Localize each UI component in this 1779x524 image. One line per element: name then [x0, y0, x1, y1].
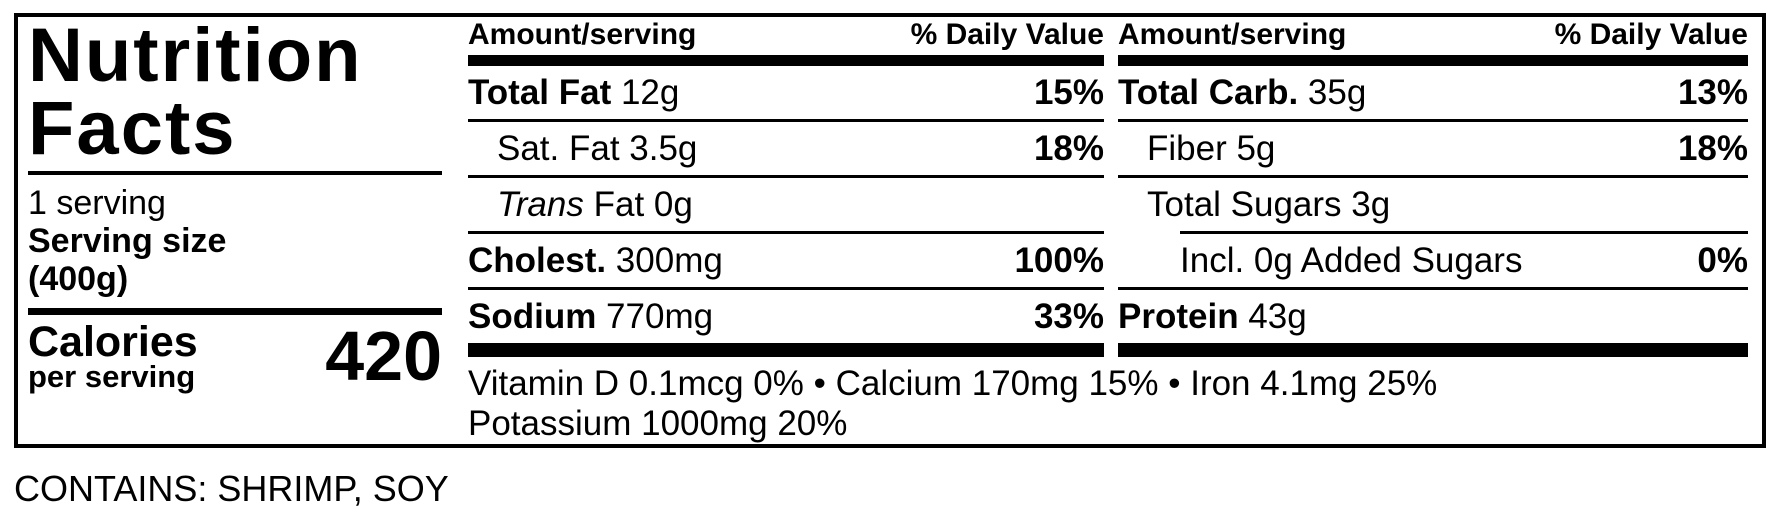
nutrient-daily-value: 13% [1677, 72, 1748, 112]
nutrient-name: Fiber 5g [1118, 129, 1275, 169]
header-bar [468, 55, 1104, 66]
nutrient-daily-value: 15% [1033, 72, 1104, 112]
nutrient-daily-value: 18% [1033, 128, 1104, 168]
nutrient-daily-value: 18% [1677, 128, 1748, 168]
nutrient-row-sodium: Sodium 770mg 33% [468, 290, 1104, 343]
column-header: Amount/serving % Daily Value [1118, 17, 1748, 55]
micronutrients-line1: Vitamin D 0.1mcg 0% • Calcium 170mg 15% … [468, 364, 1438, 403]
calories-label: Calories [28, 317, 198, 366]
nutrient-daily-value: 100% [1014, 240, 1104, 280]
nutrient-row-trans-fat: Trans Fat 0g [468, 178, 1104, 231]
nutrient-row-protein: Protein 43g [1118, 290, 1748, 343]
nutrient-name: Trans Fat 0g [468, 185, 693, 225]
daily-value-header: % Daily Value [1554, 18, 1748, 51]
nutrient-daily-value: 33% [1033, 296, 1104, 336]
nutrient-name-bold: Cholest. [468, 240, 607, 280]
nutrient-name-bold: Protein [1118, 296, 1239, 336]
nutrient-name-bold: Sodium [468, 296, 597, 336]
calories-sublabel: per serving [28, 358, 196, 394]
nutrient-name-rest: Total Sugars 3g [1147, 184, 1391, 224]
row-divider [1118, 287, 1748, 290]
nutrient-row-total-carb: Total Carb. 35g 13% [1118, 66, 1748, 119]
row-divider [1118, 175, 1748, 178]
row-divider-inset [1180, 231, 1748, 234]
nutrient-column-left: Amount/serving % Daily Value Total Fat 1… [468, 17, 1438, 444]
nutrient-column-right: Amount/serving % Daily Value Total Carb.… [1118, 17, 1748, 357]
nutrient-name: Incl. 0g Added Sugars [1118, 241, 1522, 281]
section-end-bar [1118, 343, 1748, 357]
row-divider [468, 231, 1104, 234]
header-bar [1118, 55, 1748, 66]
nutrient-name: Sodium 770mg [468, 297, 713, 337]
title-divider [28, 171, 442, 175]
nutrient-row-cholesterol: Cholest. 300mg 100% [468, 234, 1104, 287]
calories-value: 420 [325, 317, 442, 395]
nutrient-daily-value: 0% [1697, 240, 1748, 280]
nutrient-name-rest: Incl. 0g Added Sugars [1180, 240, 1523, 280]
label-title-line2: Facts [28, 86, 237, 171]
allergen-statement: CONTAINS: SHRIMP, SOY [14, 468, 449, 509]
micronutrients-line2: Potassium 1000mg 20% [468, 404, 848, 443]
nutrient-name: Protein 43g [1118, 297, 1307, 337]
section-end-bar [468, 343, 1104, 357]
nutrient-name-bold: Total Fat [468, 72, 612, 112]
nutrient-name-rest: 43g [1238, 296, 1307, 336]
nutrient-name-bold: Total Carb. [1118, 72, 1299, 112]
nutrient-name: Total Sugars 3g [1118, 185, 1390, 225]
nutrient-row-total-sugars: Total Sugars 3g [1118, 178, 1748, 231]
servings-per-container: 1 serving [28, 184, 166, 222]
nutrient-name-rest: Sat. Fat 3.5g [497, 128, 698, 168]
nutrient-name: Total Carb. 35g [1118, 73, 1366, 113]
label-title-line1: Nutrition [28, 13, 363, 98]
label-title: Nutrition Facts [28, 13, 442, 171]
nutrient-name: Cholest. 300mg [468, 241, 723, 281]
amount-per-serving-header: Amount/serving [1118, 18, 1347, 51]
serving-divider [28, 308, 442, 315]
nutrient-row-fiber: Fiber 5g 18% [1118, 122, 1748, 175]
nutrient-name-rest: Fiber 5g [1147, 128, 1276, 168]
nutrient-row-added-sugars: Incl. 0g Added Sugars 0% [1118, 234, 1748, 287]
row-divider [468, 287, 1104, 290]
nutrient-name-rest: Fat 0g [583, 184, 693, 224]
nutrient-name-italic: Trans [497, 184, 584, 224]
calories-row: Calories per serving 420 [28, 317, 442, 395]
nutrient-name: Total Fat 12g [468, 73, 679, 113]
nutrient-name-rest: 12g [611, 72, 680, 112]
amount-per-serving-header: Amount/serving [468, 18, 697, 51]
nutrient-name-rest: 300mg [606, 240, 723, 280]
serving-size-label: Serving size [28, 222, 227, 260]
nutrition-facts-box: Nutrition Facts 1 serving Serving size (… [14, 13, 1766, 448]
nutrient-row-sat-fat: Sat. Fat 3.5g 18% [468, 122, 1104, 175]
column-header: Amount/serving % Daily Value [468, 17, 1104, 55]
label-left-section: Nutrition Facts 1 serving Serving size (… [28, 13, 442, 395]
calories-label-block: Calories per serving [28, 317, 198, 394]
nutrient-name: Sat. Fat 3.5g [468, 129, 697, 169]
row-divider [468, 175, 1104, 178]
row-divider [1118, 119, 1748, 122]
serving-size-value: (400g) [28, 260, 129, 298]
row-divider [468, 119, 1104, 122]
nutrient-name-rest: 770mg [596, 296, 714, 336]
nutrient-name-rest: 35g [1298, 72, 1367, 112]
nutrient-row-total-fat: Total Fat 12g 15% [468, 66, 1104, 119]
micronutrients-footnote: Vitamin D 0.1mcg 0% • Calcium 170mg 15% … [468, 364, 1438, 444]
daily-value-header: % Daily Value [910, 18, 1104, 51]
